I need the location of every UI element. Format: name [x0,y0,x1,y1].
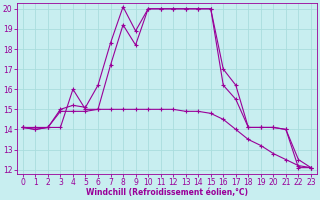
X-axis label: Windchill (Refroidissement éolien,°C): Windchill (Refroidissement éolien,°C) [86,188,248,197]
